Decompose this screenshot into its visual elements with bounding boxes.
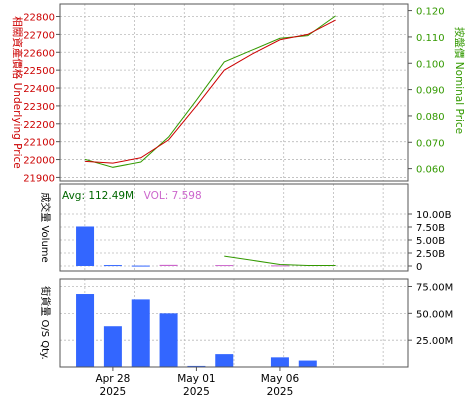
volume-bar <box>159 264 178 266</box>
y-axis-label-volume: 成交量 Volume <box>39 192 52 262</box>
left-tick-label: 21900 <box>23 173 55 184</box>
volume-bar <box>215 265 234 267</box>
left-tick-label: 22600 <box>23 48 55 59</box>
volume-bar <box>131 265 150 267</box>
price-panel-frame <box>59 3 409 182</box>
right-tick-label: 10.00B <box>416 210 452 221</box>
legend-item: Avg: 112.49M <box>62 190 134 202</box>
x-tick-year: 2025 <box>267 386 294 398</box>
x-tick-label: May 06 <box>261 373 300 385</box>
os-qty-bar <box>298 360 317 367</box>
right-tick-label: 0.060 <box>416 165 445 176</box>
x-tick-label: Apr 28 <box>95 373 130 385</box>
os-qty-bar <box>270 357 289 367</box>
volume-trend-line <box>224 255 336 266</box>
os-qty-bar <box>103 326 122 367</box>
nominal-price-line <box>84 15 336 168</box>
right-tick-label: 0.070 <box>416 138 445 149</box>
left-tick-label: 22200 <box>23 120 55 131</box>
left-tick-label: 22000 <box>23 156 55 167</box>
right-tick-label: 7.50B <box>416 223 445 234</box>
volume-bar <box>270 265 289 267</box>
right-tick-label: 2.50B <box>416 249 445 260</box>
y-axis-label-underlying: 相關資產價格 Underlying Price <box>11 16 24 168</box>
y-axis-label-nominal: 按盤價 Nominal Price <box>453 27 466 134</box>
left-tick-label: 22700 <box>23 30 55 41</box>
x-tick-year: 2025 <box>100 386 127 398</box>
y-axis-label-os-qty: 街貨量 O/S Qty. <box>39 286 52 359</box>
right-tick-label: 0.100 <box>416 59 445 70</box>
os-qty-bar <box>159 313 178 367</box>
os-qty-panel-frame <box>59 278 409 368</box>
right-tick-label: 0 <box>416 262 422 273</box>
volume-bar <box>103 265 122 267</box>
turnover-panel-frame <box>59 183 409 272</box>
left-tick-label: 22800 <box>23 13 55 24</box>
left-tick-label: 22100 <box>23 138 55 149</box>
x-tick-year: 2025 <box>183 386 210 398</box>
os-qty-bar <box>215 354 234 367</box>
legend-item: VOL: 7.598 <box>144 190 202 202</box>
left-tick-label: 22500 <box>23 66 55 77</box>
right-tick-label: 0.120 <box>416 7 445 18</box>
os-qty-bar <box>187 365 206 367</box>
left-tick-label: 22300 <box>23 102 55 113</box>
right-tick-label: 5.00B <box>416 236 445 247</box>
x-tick-label: May 01 <box>177 373 215 385</box>
volume-bar <box>76 226 95 266</box>
os-qty-bar <box>76 294 95 367</box>
right-tick-label: 75.00M <box>416 283 453 294</box>
right-tick-label: 0.090 <box>416 86 445 97</box>
left-tick-label: 22400 <box>23 84 55 95</box>
right-tick-label: 50.00M <box>416 309 453 320</box>
underlying-price-line <box>85 19 336 164</box>
os-qty-bar <box>131 299 150 367</box>
right-tick-label: 25.00M <box>416 336 453 347</box>
right-tick-label: 0.110 <box>416 33 445 44</box>
right-tick-label: 0.080 <box>416 112 445 123</box>
